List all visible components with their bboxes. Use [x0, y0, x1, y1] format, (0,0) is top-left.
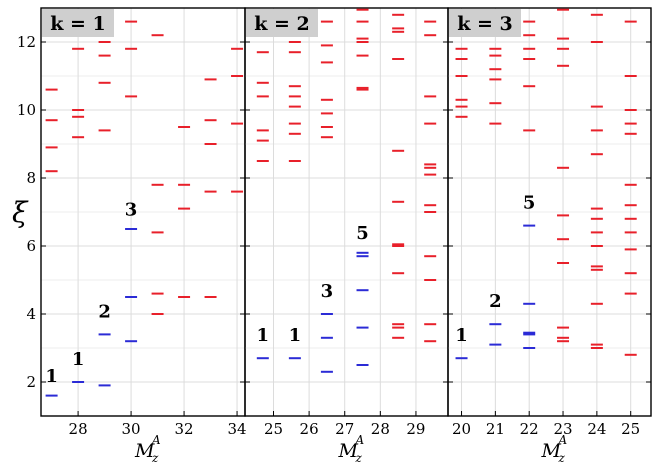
panel-label: k = 1 [50, 13, 106, 35]
level-count-annotation: 1 [455, 325, 468, 346]
series-red [256, 8, 437, 343]
x-tick-label: 23 [553, 420, 572, 438]
panel-2: 25 26 27 28 29 MzA 1 1 3 5 k = 2 [244, 7, 449, 464]
series-red [45, 20, 244, 315]
x-tick-label: 20 [452, 420, 471, 438]
series-blue [45, 228, 138, 397]
series-red [455, 8, 637, 356]
x-axis-title-subscript: z [355, 451, 363, 464]
level-count-annotation: 3 [125, 199, 138, 220]
x-axis-title: M [338, 440, 359, 462]
level-count-annotation: 2 [98, 301, 111, 322]
panel-label: k = 3 [457, 13, 513, 35]
panel-label: k = 2 [254, 13, 310, 35]
y-tick-label: 2 [26, 373, 36, 391]
panel-label-box [449, 9, 521, 37]
y-tick-label: 12 [17, 33, 36, 51]
panel-label-box [42, 9, 114, 37]
panel-frame [447, 7, 652, 417]
grid-lines [448, 7, 651, 416]
x-axis-title-subscript: z [151, 451, 159, 464]
x-tick-label: 28 [69, 420, 88, 438]
x-tick-label: 29 [406, 420, 425, 438]
y-axis-title: ξ [12, 196, 29, 229]
series-blue [256, 251, 369, 373]
level-count-annotation: 1 [289, 325, 302, 346]
x-axis-title-superscript: A [558, 433, 568, 447]
panel-label-box [246, 9, 318, 37]
x-axis-title-superscript: A [355, 433, 365, 447]
x-tick-label: 25 [621, 420, 640, 438]
x-tick-label: 25 [264, 420, 283, 438]
level-count-annotation: 5 [356, 223, 369, 244]
level-count-annotation: 1 [72, 349, 85, 370]
grid-lines [245, 7, 448, 416]
x-axis-title: M [134, 440, 155, 462]
y-tick-label: 6 [26, 237, 36, 255]
y-tick-label: 8 [26, 169, 36, 187]
x-tick-label: 27 [335, 420, 354, 438]
level-count-annotation: 1 [257, 325, 270, 346]
x-axis-title: M [541, 440, 562, 462]
x-tick-label: 21 [486, 420, 505, 438]
x-tick-label: 26 [300, 420, 319, 438]
y-tick-label: 10 [17, 101, 36, 119]
x-tick-label: 32 [175, 420, 194, 438]
y-tick-label: 4 [26, 305, 36, 323]
level-count-annotation: 3 [321, 281, 334, 302]
x-tick-label: 34 [228, 420, 247, 438]
level-count-annotation: 1 [45, 366, 58, 387]
level-count-annotation: 5 [523, 193, 536, 214]
x-axis-title-subscript: z [558, 451, 566, 464]
series-blue [455, 224, 536, 360]
x-axis-title-superscript: A [151, 433, 161, 447]
x-tick-label: 24 [587, 420, 606, 438]
x-tick-label: 28 [371, 420, 390, 438]
level-count-annotation: 2 [489, 291, 502, 312]
x-tick-label: 30 [122, 420, 141, 438]
y-axis: ξ [12, 196, 29, 229]
x-tick-label: 22 [520, 420, 539, 438]
